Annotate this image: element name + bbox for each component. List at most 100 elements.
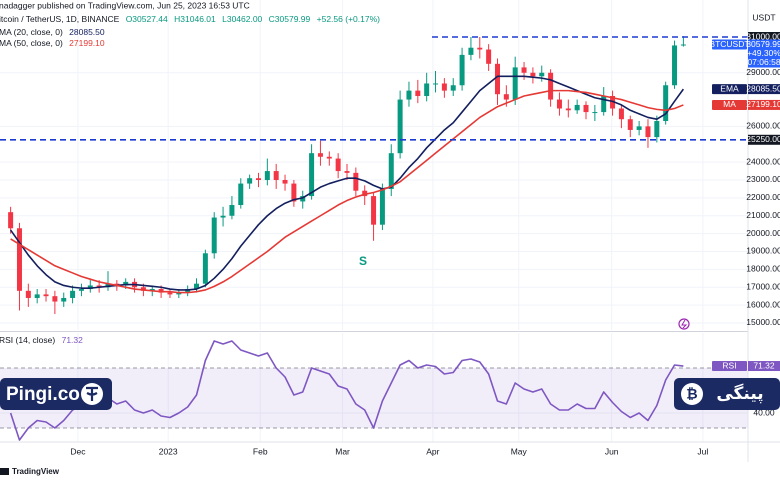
candle-body: [273, 171, 279, 180]
symbol-line: itcoin / TetherUS, 1D, BINANCE O30527.44…: [0, 14, 380, 24]
y-tick-label: 19000.00: [746, 246, 780, 256]
y-tick-label: 18000.00: [746, 264, 780, 274]
y-tick-label: 16000.00: [746, 299, 780, 309]
candle-body: [583, 104, 589, 113]
candle-body: [397, 99, 403, 154]
price-pane: S: [0, 36, 748, 315]
candle-body: [574, 104, 580, 111]
grid: [0, 0, 748, 442]
candle-body: [433, 83, 439, 85]
level-badge-value: 25250.00: [746, 134, 780, 144]
watermark-box: [674, 378, 780, 410]
candle-body: [34, 294, 40, 298]
candle-body: [194, 283, 200, 290]
candle-body: [149, 289, 155, 291]
candle-body: [326, 156, 332, 159]
candle-body: [379, 188, 385, 225]
price-label: BTCUSDT: [709, 39, 749, 49]
publisher: nadagger published on TradingView.com, J…: [0, 0, 250, 10]
legend-label: MA (20, close, 0): [0, 27, 63, 37]
legend-value: 28085.50: [69, 27, 105, 37]
rsi-pane: [0, 340, 748, 441]
footer-text: TradingView: [12, 467, 60, 476]
candle-body: [353, 172, 359, 191]
legend-rsi: RSI (14, close) 71.32: [0, 335, 83, 345]
legend-value: 27199.10: [69, 38, 105, 48]
x-tick-label: 2023: [159, 446, 178, 456]
candle-body: [539, 72, 545, 77]
watermark-right: ₿ پینگی: [674, 378, 780, 410]
candle-body: [238, 183, 244, 206]
rsi-badge-label-box: [712, 361, 747, 372]
candle-body: [512, 67, 518, 100]
candle-body: [388, 153, 394, 189]
price-label-box: [712, 39, 747, 50]
x-tick-label: Apr: [426, 446, 439, 456]
candle-body: [158, 289, 164, 293]
candle-body: [627, 119, 633, 130]
candle-body: [255, 178, 261, 180]
candle-body: [601, 95, 607, 113]
watermark-icon: [681, 383, 703, 405]
watermark-icon-glyph: [86, 386, 98, 401]
candle-body: [291, 183, 297, 202]
candle-body: [211, 217, 217, 254]
candle-body: [220, 215, 226, 218]
candle-body: [415, 90, 421, 96]
series-badge-label: MA: [723, 99, 736, 109]
candle-body: [663, 85, 669, 122]
candle-body: [96, 285, 102, 288]
legend-label: MA (50, close, 0): [0, 38, 63, 48]
candle-body: [362, 190, 368, 197]
candle-body: [317, 153, 323, 157]
y-tick-label: 22000.00: [746, 192, 780, 202]
event-icon[interactable]: [678, 318, 690, 330]
candle-body: [114, 283, 120, 286]
candle-body: [176, 292, 182, 295]
candle-body: [52, 296, 58, 302]
candle-body: [636, 126, 642, 130]
candle-body: [424, 83, 430, 96]
candle-body: [592, 112, 598, 114]
event-icon-glyph: [681, 319, 688, 329]
axes: 29000.00 26000.00 24000.00 23000.00 22000.00…: [70, 31, 780, 456]
series-badge-value: 28085.50: [746, 83, 780, 93]
watermark-icon-glyph: ₿: [686, 386, 697, 402]
symbol: itcoin / TetherUS, 1D, BINANCE: [0, 14, 120, 24]
line-series: [10, 89, 684, 294]
series-badge-value: 27199.10: [746, 99, 780, 109]
candle-body: [70, 290, 76, 298]
watermark-box: [0, 378, 112, 410]
line-series: [9, 340, 684, 441]
candle-body: [521, 67, 527, 73]
candle-body: [556, 99, 562, 109]
y-tick-label: 23000.00: [746, 174, 780, 184]
rsi-badge-label: RSI: [722, 360, 736, 370]
x-tick-label: Jun: [605, 446, 619, 456]
annotation: S: [359, 254, 367, 268]
watermark-text: Pingi.co: [6, 384, 80, 405]
y-tick-label: 17000.00: [746, 281, 780, 291]
watermark-text: پینگی: [716, 383, 763, 404]
candle-body: [344, 171, 350, 173]
series-badge-value-box: [748, 99, 780, 110]
ohlc-change: +52.56 (+0.17%): [317, 14, 380, 24]
candle-body: [441, 83, 447, 91]
candle-body: [406, 90, 412, 100]
candle-body: [25, 290, 31, 298]
y-tick-label: 21000.00: [746, 210, 780, 220]
ohlc-high: H31046.01: [174, 14, 216, 24]
footer: TradingView: [0, 467, 60, 476]
price-value: 30579.99: [746, 39, 780, 49]
x-tick-label: Dec: [70, 446, 86, 456]
x-tick-label: Feb: [253, 446, 268, 456]
x-tick-label: May: [511, 446, 528, 456]
candle-body: [105, 283, 111, 288]
candle-body: [672, 45, 678, 86]
candle-body: [309, 153, 315, 197]
ohlc-low: L30462.00: [222, 14, 262, 24]
footer-logo: [0, 468, 9, 475]
candle-body: [167, 292, 173, 295]
candle-body: [43, 294, 49, 297]
candle-body: [300, 196, 306, 202]
